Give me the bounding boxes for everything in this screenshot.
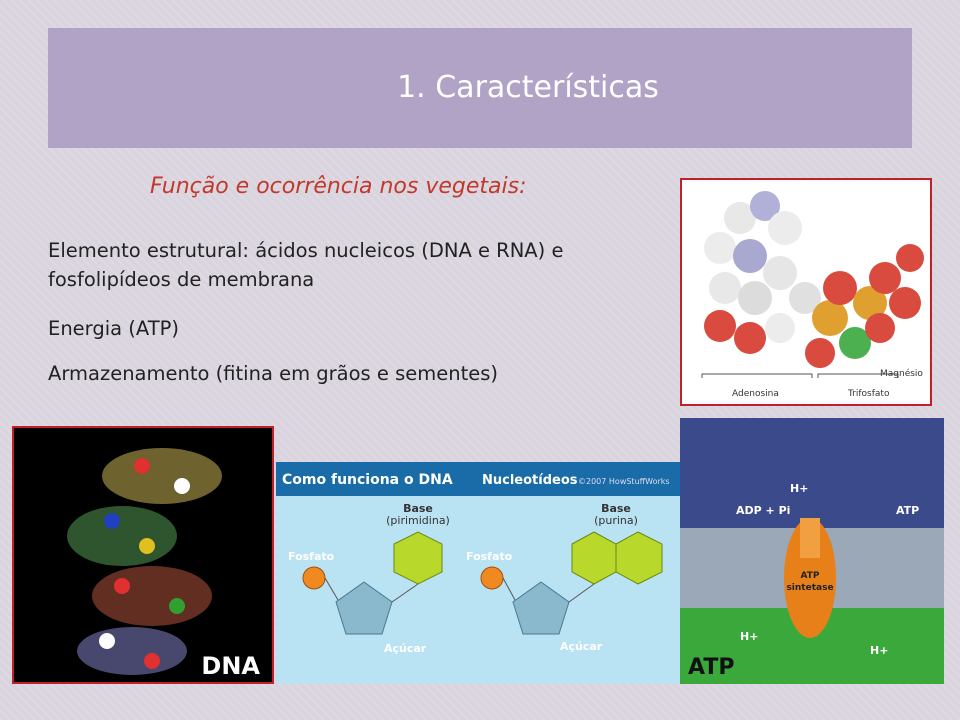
enzyme-label: sintetase <box>786 583 833 593</box>
base-hexagon <box>615 531 663 585</box>
sugar-pentagon <box>512 581 570 635</box>
title-box: 1. Características <box>48 28 912 148</box>
brackets <box>701 373 899 378</box>
diagram-subtitle: Nucleotídeos <box>482 473 578 488</box>
phosphate-label: Fosfato <box>288 550 335 563</box>
diagram-title: Como funciona o DNA <box>282 472 453 488</box>
sugar-pentagon <box>335 581 393 635</box>
atoms <box>704 191 924 368</box>
atp-label: ATP <box>688 655 734 680</box>
bullet: Armazenamento (fitina em grãos e semente… <box>48 362 499 385</box>
base-hexagon <box>393 531 443 585</box>
credit: ©2007 HowStuffWorks <box>578 477 670 486</box>
atp-molecule-image: Magnésio Adenosina Trifosfato <box>680 178 932 406</box>
proton-label: H+ <box>790 482 808 495</box>
phosphate-label: Fosfato <box>466 550 513 563</box>
base-label: Base <box>601 502 631 515</box>
dna-label: DNA <box>201 652 260 680</box>
enzyme-label: ATP <box>800 571 819 581</box>
base-type: (purina) <box>594 514 638 527</box>
dna-model-image: DNA <box>12 426 274 684</box>
phosphate <box>302 566 326 590</box>
dna-diagram-image: Como funciona o DNA Nucleotídeos ©2007 H… <box>276 462 680 684</box>
adp-label: ADP + Pi <box>736 504 790 517</box>
molecule-label: Adenosina <box>732 389 779 399</box>
bullet: Elemento estrutural: ácidos nucleicos (D… <box>48 239 564 291</box>
atp-small-label: ATP <box>896 504 919 517</box>
phosphate <box>480 566 504 590</box>
base-type: (pirimidina) <box>386 514 450 527</box>
helix <box>67 448 222 675</box>
proton-label: H+ <box>740 630 758 643</box>
bullet: Energia (ATP) <box>48 317 180 340</box>
sugar-label: Açúcar <box>384 642 427 655</box>
subtitle: Função e ocorrência nos vegetais: <box>150 174 527 199</box>
enzyme <box>784 518 836 638</box>
slide-title: 1. Características <box>397 70 659 105</box>
molecule-label: Magnésio <box>880 368 923 379</box>
molecule-label: Trifosfato <box>847 389 890 399</box>
sugar-label: Açúcar <box>560 640 603 653</box>
proton-label: H+ <box>870 644 888 657</box>
base-label: Base <box>403 502 433 515</box>
atp-synthase-image: H+ ADP + Pi ATP ATP sintetase H+ H+ ATP <box>680 418 944 684</box>
